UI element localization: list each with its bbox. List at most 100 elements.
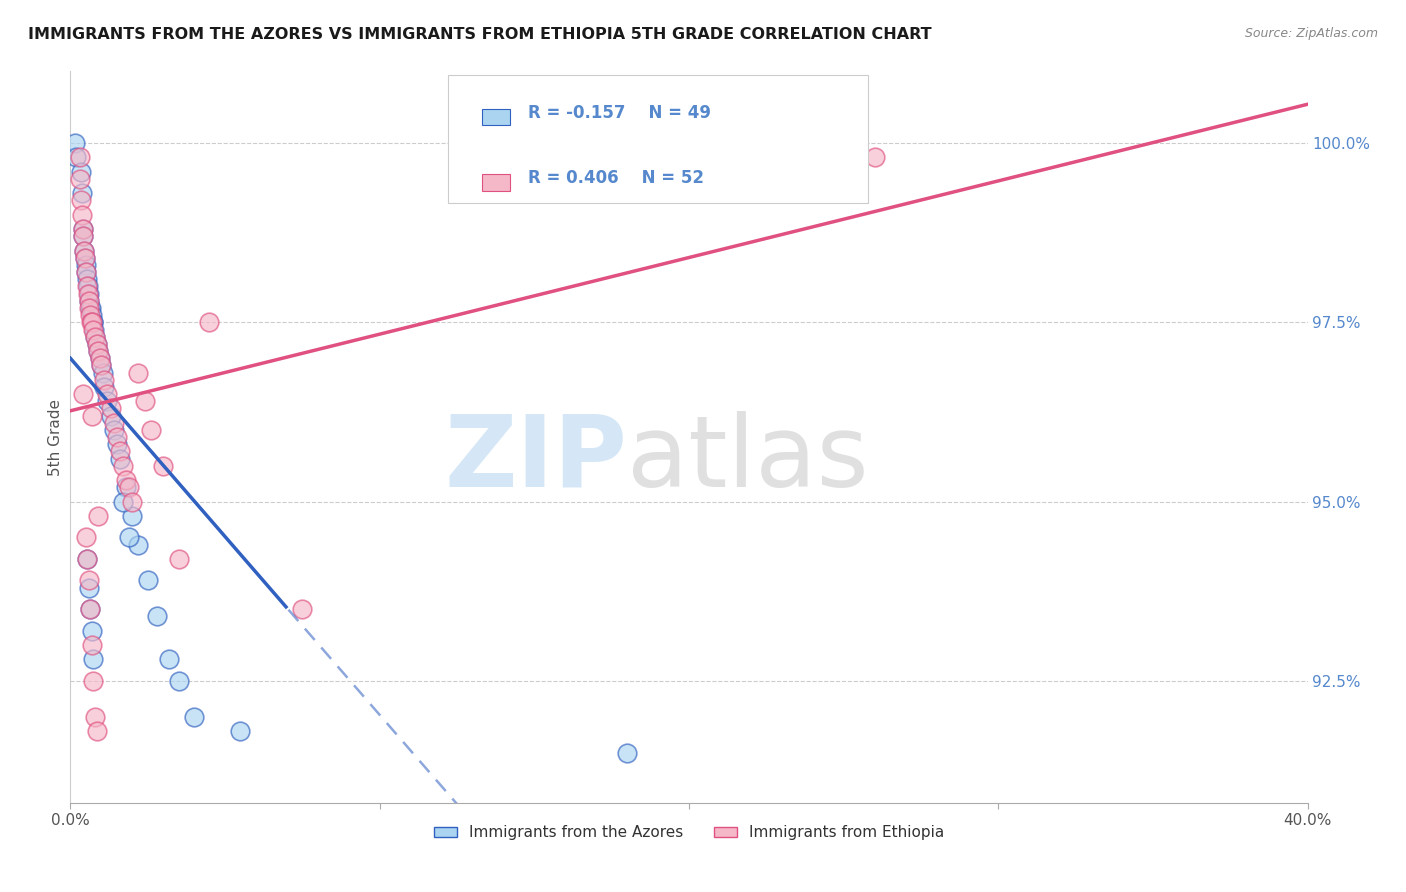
Point bbox=[121, 494, 143, 508]
Point bbox=[127, 366, 149, 380]
Point bbox=[77, 581, 100, 595]
Point bbox=[121, 508, 143, 523]
FancyBboxPatch shape bbox=[482, 175, 509, 191]
Point bbox=[616, 746, 638, 760]
Point bbox=[76, 552, 98, 566]
Point bbox=[76, 552, 98, 566]
Point bbox=[108, 451, 131, 466]
Point bbox=[96, 394, 118, 409]
Point bbox=[103, 416, 125, 430]
Text: Source: ZipAtlas.com: Source: ZipAtlas.com bbox=[1244, 27, 1378, 40]
Point bbox=[70, 186, 93, 201]
Point bbox=[87, 344, 110, 359]
Point bbox=[90, 359, 112, 373]
Point bbox=[82, 652, 105, 666]
Point bbox=[75, 265, 97, 279]
Point bbox=[77, 286, 100, 301]
Point bbox=[100, 409, 122, 423]
Point bbox=[93, 373, 115, 387]
Point bbox=[139, 423, 162, 437]
Y-axis label: 5th Grade: 5th Grade bbox=[48, 399, 63, 475]
Text: IMMIGRANTS FROM THE AZORES VS IMMIGRANTS FROM ETHIOPIA 5TH GRADE CORRELATION CHA: IMMIGRANTS FROM THE AZORES VS IMMIGRANTS… bbox=[28, 27, 932, 42]
Point bbox=[80, 624, 103, 638]
Point bbox=[86, 724, 108, 739]
Text: R = 0.406    N = 52: R = 0.406 N = 52 bbox=[529, 169, 704, 187]
Point bbox=[96, 387, 118, 401]
Point bbox=[84, 329, 107, 343]
Point bbox=[229, 724, 252, 739]
Point bbox=[152, 458, 174, 473]
Point bbox=[77, 286, 100, 301]
Point bbox=[136, 574, 159, 588]
Point bbox=[72, 387, 94, 401]
Point bbox=[77, 293, 100, 308]
Point bbox=[70, 208, 93, 222]
Point bbox=[75, 258, 97, 272]
Point bbox=[103, 423, 125, 437]
Point bbox=[93, 380, 115, 394]
Point bbox=[105, 437, 128, 451]
Point bbox=[108, 444, 131, 458]
Point bbox=[134, 394, 156, 409]
Point bbox=[157, 652, 180, 666]
Point bbox=[84, 710, 107, 724]
Point bbox=[77, 574, 100, 588]
Point bbox=[69, 150, 91, 164]
FancyBboxPatch shape bbox=[482, 110, 509, 126]
Point bbox=[82, 322, 105, 336]
Point bbox=[82, 673, 105, 688]
Text: atlas: atlas bbox=[627, 410, 869, 508]
Point bbox=[146, 609, 169, 624]
Point bbox=[79, 301, 101, 315]
Point bbox=[86, 336, 108, 351]
Point bbox=[118, 531, 141, 545]
Point bbox=[127, 538, 149, 552]
Point bbox=[83, 322, 105, 336]
Point bbox=[75, 251, 97, 265]
Legend: Immigrants from the Azores, Immigrants from Ethiopia: Immigrants from the Azores, Immigrants f… bbox=[427, 819, 950, 847]
Text: ZIP: ZIP bbox=[444, 410, 627, 508]
Point bbox=[84, 329, 107, 343]
Point bbox=[87, 344, 110, 359]
Point bbox=[72, 229, 94, 244]
Point bbox=[89, 351, 111, 366]
Point bbox=[167, 673, 190, 688]
Point bbox=[291, 602, 314, 616]
Point bbox=[79, 301, 101, 315]
Point bbox=[80, 638, 103, 652]
Point bbox=[82, 315, 104, 329]
Point bbox=[72, 222, 94, 236]
Point bbox=[167, 552, 190, 566]
Point bbox=[80, 409, 103, 423]
Point bbox=[73, 244, 96, 258]
Point bbox=[65, 150, 87, 164]
Point bbox=[63, 136, 86, 150]
Point bbox=[100, 401, 122, 416]
Point bbox=[198, 315, 221, 329]
Point bbox=[72, 222, 94, 236]
Point bbox=[863, 150, 886, 164]
Point bbox=[79, 602, 101, 616]
Point bbox=[115, 480, 138, 494]
Point bbox=[79, 293, 101, 308]
Point bbox=[70, 165, 93, 179]
Point bbox=[79, 602, 101, 616]
Text: R = -0.157    N = 49: R = -0.157 N = 49 bbox=[529, 104, 711, 122]
Point bbox=[801, 136, 824, 150]
Point bbox=[73, 244, 96, 258]
Point bbox=[77, 279, 100, 293]
Point bbox=[76, 272, 98, 286]
Point bbox=[89, 351, 111, 366]
Point bbox=[69, 172, 91, 186]
Point bbox=[76, 279, 98, 293]
Point bbox=[91, 366, 114, 380]
Point bbox=[118, 480, 141, 494]
Point bbox=[79, 308, 101, 322]
Point bbox=[86, 336, 108, 351]
Point bbox=[90, 359, 112, 373]
Point bbox=[80, 315, 103, 329]
FancyBboxPatch shape bbox=[447, 75, 869, 203]
Point bbox=[82, 315, 105, 329]
Point bbox=[70, 194, 93, 208]
Point bbox=[80, 301, 103, 315]
